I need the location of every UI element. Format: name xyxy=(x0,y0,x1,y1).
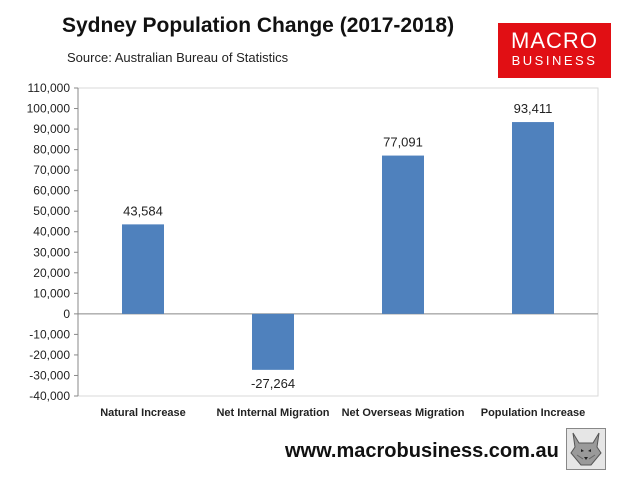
plot-area xyxy=(77,87,599,397)
y-tick-label: 20,000 xyxy=(33,266,70,280)
data-label: 43,584 xyxy=(123,203,163,218)
bar xyxy=(252,313,294,370)
chart-title: Sydney Population Change (2017-2018) xyxy=(62,14,455,37)
category-label: Natural Increase xyxy=(100,407,186,419)
y-tick-label: 110,000 xyxy=(28,81,71,95)
y-tick-label: 80,000 xyxy=(33,143,70,157)
macrobusiness-logo[interactable]: MACRO BUSINESS xyxy=(498,23,611,78)
category-label: Net Internal Migration xyxy=(216,407,329,419)
category-label: Population Increase xyxy=(481,407,586,419)
logo-line-2: BUSINESS xyxy=(511,53,598,68)
y-tick-label: 50,000 xyxy=(33,204,70,218)
data-label: 93,411 xyxy=(514,101,553,116)
y-tick-label: 10,000 xyxy=(33,286,70,300)
bar xyxy=(382,155,424,314)
y-tick-label: -10,000 xyxy=(29,327,70,341)
bar xyxy=(512,122,554,314)
bar xyxy=(122,224,164,314)
data-label: 77,091 xyxy=(383,135,423,150)
y-tick-label: 90,000 xyxy=(33,122,70,136)
y-tick-label: -20,000 xyxy=(29,348,70,362)
y-tick-label: -30,000 xyxy=(29,368,70,382)
data-label: -27,264 xyxy=(251,376,295,391)
y-tick-label: 60,000 xyxy=(33,184,70,198)
y-tick-label: 30,000 xyxy=(33,245,70,259)
y-tick-label: -40,000 xyxy=(29,389,70,403)
y-tick-label: 70,000 xyxy=(33,163,70,177)
logo-line-1: MACRO xyxy=(511,28,598,53)
chart-source: Source: Australian Bureau of Statistics xyxy=(67,50,289,65)
wolf-icon xyxy=(566,428,606,470)
category-label: Net Overseas Migration xyxy=(342,407,465,419)
y-tick-label: 0 xyxy=(63,307,70,321)
y-tick-label: 40,000 xyxy=(33,225,70,239)
y-tick-label: 100,000 xyxy=(27,102,71,116)
footer-url[interactable]: www.macrobusiness.com.au xyxy=(285,440,559,462)
